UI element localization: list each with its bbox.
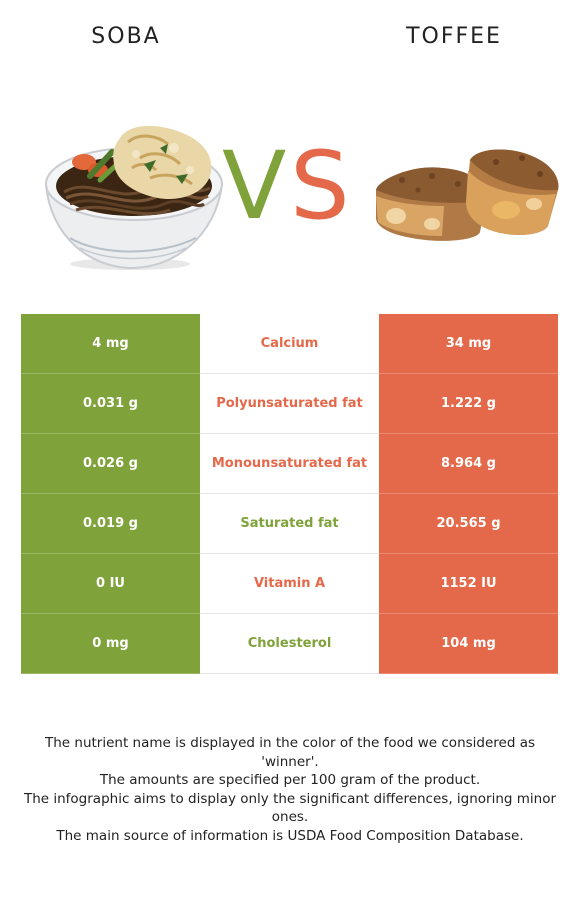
footer-note-source: The main source of information is USDA F… — [56, 827, 524, 844]
table-row: 0 mg Cholesterol 104 mg — [21, 614, 558, 674]
soba-value-cell: 4 mg — [21, 314, 200, 374]
vs-s-letter: S — [290, 140, 350, 230]
soba-value-cell: 0 IU — [21, 554, 200, 614]
toffee-value-cell: 104 mg — [379, 614, 558, 674]
soba-value-cell: 0.019 g — [21, 494, 200, 554]
nutrient-name-cell: Vitamin A — [200, 554, 379, 613]
table-row: 4 mg Calcium 34 mg — [21, 314, 558, 374]
nutrient-name-cell: Saturated fat — [200, 494, 379, 553]
footer-note-significant-differences: The infographic aims to display only the… — [23, 790, 557, 826]
nutrient-name-cell: Cholesterol — [200, 614, 379, 673]
footer-note-winner-color: The nutrient name is displayed in the co… — [44, 735, 536, 770]
vs-v-letter: V — [222, 140, 286, 230]
soba-value-cell: 0.026 g — [21, 434, 200, 494]
table-row: 0 IU Vitamin A 1152 IU — [21, 554, 558, 614]
footer-note-per-100g: The amounts are specified per 100 gram o… — [99, 772, 481, 788]
comparison-table: 4 mg Calcium 34 mg 0.031 g Polyunsaturated f… — [21, 314, 558, 674]
soba-noodle-bowl-image — [40, 118, 230, 278]
table-row: 0.026 g Monounsaturated fat 8.964 g — [21, 434, 558, 494]
toffee-value-cell: 34 mg — [379, 314, 558, 374]
soba-value-cell: 0 mg — [21, 614, 200, 674]
footer-notes: The nutrient name is displayed in the co… — [20, 734, 560, 845]
nutrient-name-cell: Polyunsaturated fat — [200, 374, 379, 433]
food-title-left: SOBA — [91, 24, 161, 49]
toffee-value-cell: 1152 IU — [379, 554, 558, 614]
toffee-value-cell: 8.964 g — [379, 434, 558, 494]
nutrient-name-cell: Calcium — [200, 314, 379, 373]
toffee-value-cell: 20.565 g — [379, 494, 558, 554]
food-title-right: TOFFEE — [406, 24, 502, 49]
table-row: 0.019 g Saturated fat 20.565 g — [21, 494, 558, 554]
table-row: 0.031 g Polyunsaturated fat 1.222 g — [21, 374, 558, 434]
nutrient-name-cell: Monounsaturated fat — [200, 434, 379, 493]
soba-value-cell: 0.031 g — [21, 374, 200, 434]
toffee-pieces-image — [372, 140, 562, 254]
toffee-value-cell: 1.222 g — [379, 374, 558, 434]
vs-label: V S — [220, 132, 360, 241]
